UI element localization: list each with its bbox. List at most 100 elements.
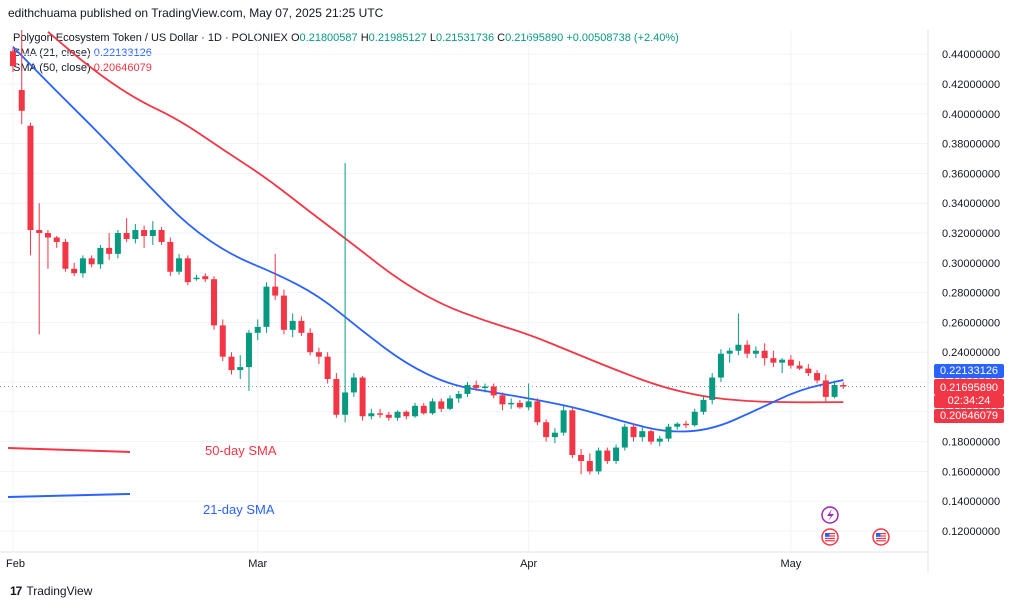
candle[interactable] — [578, 449, 585, 475]
candle[interactable] — [193, 274, 200, 281]
candle[interactable] — [499, 392, 506, 411]
candle[interactable] — [377, 408, 384, 418]
sma50-price-badge[interactable]: 0.20646079 — [934, 409, 1004, 423]
candle[interactable] — [263, 282, 270, 333]
candle[interactable] — [525, 383, 532, 411]
legend-sma21-row[interactable]: SMA (21, close) 0.22133126 — [13, 46, 679, 61]
candle[interactable] — [630, 423, 637, 442]
candle[interactable] — [490, 383, 497, 399]
candle[interactable] — [394, 410, 401, 421]
candle[interactable] — [735, 313, 742, 356]
candle[interactable] — [779, 358, 786, 374]
candle[interactable] — [149, 221, 156, 245]
candle[interactable] — [350, 373, 357, 397]
candle[interactable] — [359, 376, 366, 421]
candle[interactable] — [787, 355, 794, 369]
candle[interactable] — [10, 46, 16, 73]
candle[interactable] — [770, 350, 777, 368]
candle[interactable] — [324, 352, 331, 384]
candle[interactable] — [438, 398, 445, 412]
candle[interactable] — [412, 402, 419, 418]
candle[interactable] — [604, 447, 611, 464]
candle[interactable] — [796, 361, 803, 371]
candle[interactable] — [691, 408, 698, 427]
candle[interactable] — [744, 340, 751, 359]
candle[interactable] — [158, 227, 165, 245]
candle[interactable] — [586, 453, 593, 475]
candle[interactable] — [761, 343, 768, 366]
candle[interactable] — [831, 380, 838, 399]
candle[interactable] — [27, 122, 34, 256]
candle[interactable] — [464, 382, 471, 397]
candle[interactable] — [141, 225, 148, 248]
candle[interactable] — [551, 428, 558, 444]
candle[interactable] — [403, 410, 410, 420]
candle[interactable] — [508, 398, 515, 409]
candle[interactable] — [219, 319, 226, 362]
candle[interactable] — [333, 373, 340, 418]
candle[interactable] — [709, 373, 716, 405]
candle[interactable] — [840, 382, 847, 389]
candle[interactable] — [455, 390, 462, 403]
candle[interactable] — [814, 370, 821, 384]
candle[interactable] — [621, 423, 628, 451]
candle[interactable] — [176, 253, 183, 275]
candle[interactable] — [280, 289, 287, 335]
candle[interactable] — [211, 276, 218, 330]
candle[interactable] — [114, 230, 121, 259]
candle[interactable] — [18, 27, 25, 125]
us-flag-icon[interactable] — [821, 528, 839, 546]
candle[interactable] — [202, 273, 209, 283]
candle[interactable] — [805, 364, 812, 377]
candle[interactable] — [36, 203, 43, 335]
candle[interactable] — [674, 422, 681, 430]
candle[interactable] — [613, 444, 620, 464]
candle[interactable] — [289, 313, 296, 338]
candle[interactable] — [447, 395, 453, 411]
candle[interactable] — [700, 396, 707, 415]
sma21-line[interactable] — [12, 46, 844, 433]
candle[interactable] — [595, 447, 602, 475]
candle[interactable] — [752, 346, 759, 359]
candle[interactable] — [53, 235, 60, 248]
candle[interactable] — [97, 244, 104, 269]
candle[interactable] — [123, 218, 130, 242]
candle[interactable] — [822, 374, 829, 402]
candle[interactable] — [237, 355, 244, 380]
candle[interactable] — [420, 402, 427, 415]
us-flag-icon[interactable] — [872, 528, 890, 546]
candle[interactable] — [245, 329, 252, 391]
candle[interactable] — [167, 237, 174, 277]
lightning-icon[interactable] — [821, 506, 839, 524]
candle[interactable] — [665, 423, 672, 442]
candle[interactable] — [473, 380, 480, 391]
candle[interactable] — [648, 429, 655, 445]
candle[interactable] — [342, 162, 349, 423]
candle[interactable] — [254, 319, 261, 341]
countdown-badge[interactable]: 02:34:24 — [934, 395, 1004, 408]
candle[interactable] — [481, 383, 488, 393]
candle[interactable] — [88, 255, 95, 268]
sma21-price-badge[interactable]: 0.22133126 — [934, 364, 1004, 378]
candle[interactable] — [132, 224, 139, 244]
candle[interactable] — [543, 419, 550, 442]
candle[interactable] — [717, 349, 724, 382]
tradingview-footer[interactable]: 17 TradingView — [10, 584, 92, 598]
candle[interactable] — [368, 408, 375, 420]
candle[interactable] — [315, 347, 322, 365]
legend-sma50-row[interactable]: SMA (50, close) 0.20646079 — [13, 61, 679, 76]
candle[interactable] — [71, 262, 78, 277]
legend-symbol[interactable]: Polygon Ecosystem Token / US Dollar · 1D… — [13, 32, 288, 44]
candle[interactable] — [62, 238, 69, 272]
candle[interactable] — [298, 316, 305, 336]
candle[interactable] — [385, 411, 392, 421]
candle[interactable] — [726, 347, 733, 363]
candle[interactable] — [534, 398, 541, 426]
last-price-badge[interactable]: 0.21695890 — [934, 379, 1004, 395]
candle[interactable] — [272, 253, 279, 301]
candle[interactable] — [429, 398, 436, 415]
candle[interactable] — [682, 420, 689, 429]
candle[interactable] — [44, 230, 51, 269]
candle[interactable] — [569, 407, 576, 458]
